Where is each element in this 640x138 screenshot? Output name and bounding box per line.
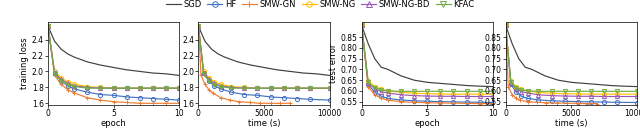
Y-axis label: training loss: training loss [20,38,29,89]
X-axis label: time (s): time (s) [555,119,588,128]
X-axis label: epoch: epoch [414,119,440,128]
Legend: SGD, HF, SMW-GN, SMW-NG, SMW-NG-BD, KFAC: SGD, HF, SMW-GN, SMW-NG, SMW-NG-BD, KFAC [166,0,474,9]
Y-axis label: test error: test error [329,44,338,83]
X-axis label: epoch: epoch [100,119,127,128]
X-axis label: time (s): time (s) [248,119,280,128]
